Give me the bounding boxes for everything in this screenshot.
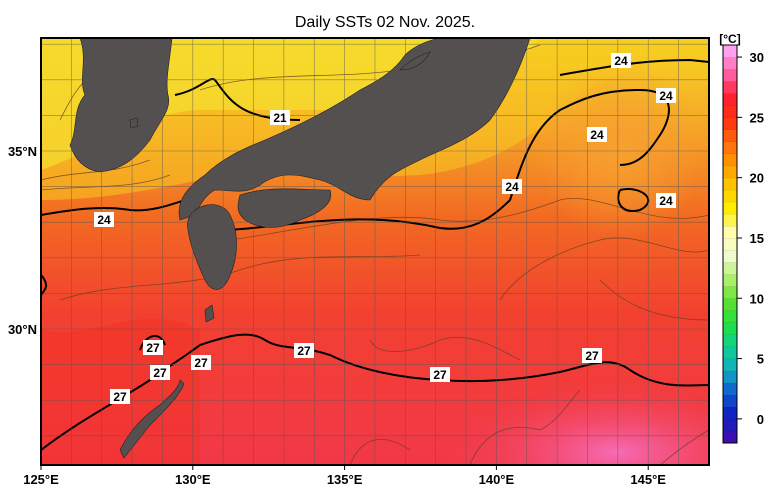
- colorbar-cell: [722, 322, 738, 335]
- contour-label-box: [110, 389, 130, 404]
- colorbar-cell: [722, 237, 738, 251]
- contour-label: 24: [659, 89, 673, 103]
- colorbar-cell: [722, 430, 738, 444]
- contour-label: 27: [585, 349, 599, 363]
- map-frame: [40, 37, 710, 466]
- colorbar-cell: [722, 189, 738, 203]
- contour-label: 27: [146, 341, 160, 355]
- colorbar-cell: [722, 249, 738, 263]
- colorbar-cell: [722, 370, 738, 384]
- colorbar-cell: [722, 44, 738, 58]
- colorbar-cell: [722, 129, 738, 142]
- colorbar-unit: [°C]: [719, 32, 740, 46]
- contour-label: 27: [297, 344, 311, 358]
- colorbar-cell: [722, 213, 738, 227]
- colorbar-cell: [722, 80, 738, 94]
- colorbar-cell: [722, 225, 738, 239]
- y-tick-label: 35°N: [8, 144, 37, 159]
- colorbar-cell: [722, 68, 738, 82]
- colorbar-cell: [722, 406, 738, 420]
- colorbar-cell: [722, 93, 738, 106]
- contour-label: 27: [153, 366, 167, 380]
- contour-label: 24: [659, 194, 673, 208]
- contour-label-box: [270, 110, 290, 125]
- colorbar-cell: [722, 286, 738, 299]
- contour-label-box: [611, 53, 631, 68]
- contour-label-box: [143, 340, 163, 355]
- colorbar-cell: [722, 165, 738, 179]
- contour-label-box: [150, 365, 170, 380]
- colorbar-cell: [722, 117, 738, 130]
- colorbar-cell: [722, 201, 738, 215]
- colorbar-cell: [722, 346, 738, 360]
- colorbar-cell: [722, 56, 738, 70]
- contour-label-box: [656, 88, 676, 103]
- colorbar-tick-label: 30: [750, 50, 764, 65]
- contour-label-box: [191, 355, 211, 370]
- colorbar-tick-label: 20: [750, 171, 764, 186]
- colorbar-cell: [722, 394, 738, 408]
- colorbar-cell: [722, 141, 738, 155]
- colorbar-cell: [722, 105, 738, 118]
- y-tick-label: 30°N: [8, 322, 37, 337]
- contour-label: 24: [97, 213, 111, 227]
- colorbar-cell: [722, 261, 738, 275]
- map-title: Daily SSTs 02 Nov. 2025.: [294, 14, 476, 31]
- land: [69, 38, 531, 459]
- contour-label: 24: [614, 54, 628, 68]
- contour-label: 21: [273, 111, 287, 125]
- contour-label-box: [294, 343, 314, 358]
- x-tick-label: 140°E: [479, 472, 515, 487]
- contour-label: 24: [590, 128, 604, 142]
- contour-label: 27: [433, 368, 447, 382]
- x-tick-label: 130°E: [175, 472, 211, 487]
- colorbar-cell: [722, 310, 738, 323]
- colorbar-cell: [722, 358, 738, 372]
- colorbar-tick-label: 15: [750, 231, 764, 246]
- contour-label-box: [656, 193, 676, 208]
- contour-label: 24: [505, 180, 519, 194]
- x-tick-label: 135°E: [327, 472, 363, 487]
- contour-label-box: [94, 212, 114, 227]
- colorbar-cell: [722, 177, 738, 191]
- colorbar-tick-label: 0: [757, 412, 764, 427]
- sea-surface: [41, 38, 709, 465]
- contour-label-box: [502, 179, 522, 194]
- colorbar-cell: [722, 382, 738, 396]
- colorbar-cell: [722, 334, 738, 348]
- colorbar-cell: [722, 273, 738, 287]
- colorbar-cell: [722, 298, 738, 311]
- contour-label: 27: [194, 356, 208, 370]
- x-tick-label: 145°E: [630, 472, 666, 487]
- x-tick-label: 125°E: [23, 472, 59, 487]
- colorbar-tick-label: 5: [757, 352, 764, 367]
- contour-label-box: [587, 127, 607, 142]
- contour-label-box: [430, 367, 450, 382]
- colorbar: [°C] 30 25 20 15 10 5 0: [719, 32, 764, 444]
- contour-label-box: [582, 348, 602, 363]
- colorbar-cell: [722, 153, 738, 167]
- colorbar-cell: [722, 418, 738, 432]
- contour-label: 27: [113, 390, 127, 404]
- colorbar-tick-label: 25: [750, 110, 764, 125]
- colorbar-tick-label: 10: [750, 291, 764, 306]
